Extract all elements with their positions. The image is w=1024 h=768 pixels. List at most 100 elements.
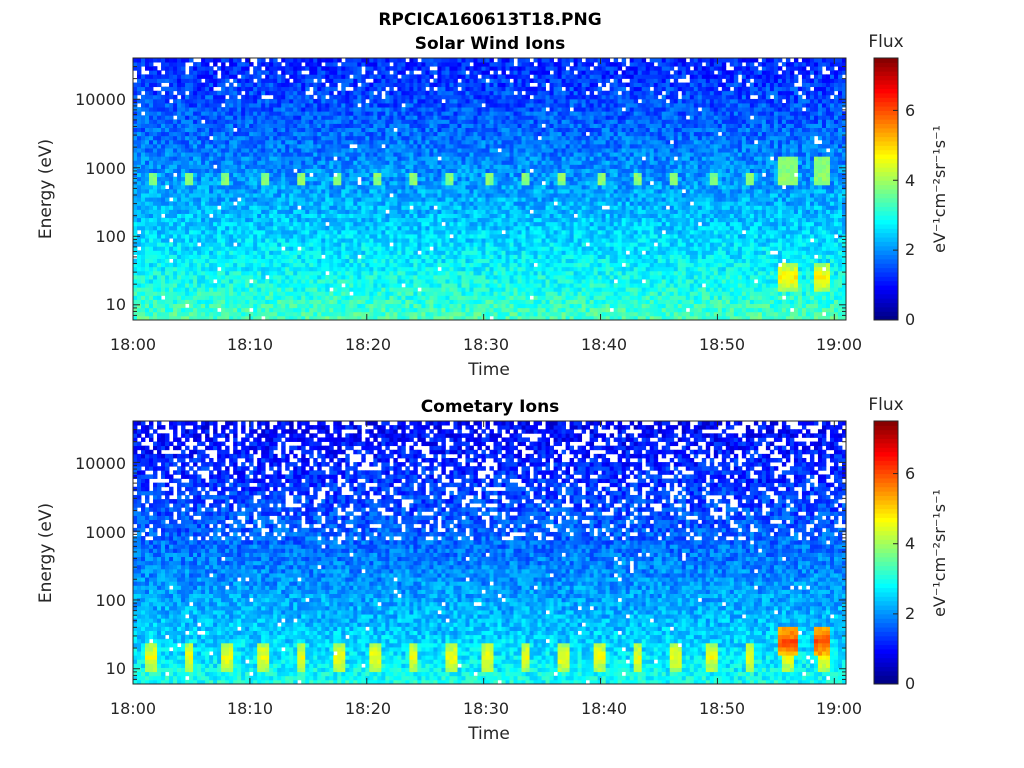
heatmap-cell — [297, 234, 301, 238]
heatmap-cell — [393, 185, 397, 189]
heatmap-cell — [401, 107, 405, 111]
heatmap-cell — [237, 177, 241, 181]
heatmap-cell — [161, 173, 165, 177]
heatmap-cell — [261, 70, 265, 74]
heatmap-cell — [145, 222, 149, 226]
heatmap-cell — [173, 230, 177, 234]
heatmap-cell — [405, 201, 409, 205]
heatmap-cell — [237, 300, 241, 304]
heatmap-cell — [265, 189, 269, 193]
heatmap-cell — [345, 91, 349, 95]
heatmap-cell — [181, 164, 185, 168]
heatmap-cell — [413, 300, 417, 304]
heatmap-cell — [285, 242, 289, 246]
heatmap-cell — [421, 201, 425, 205]
heatmap-cell — [137, 173, 141, 177]
heatmap-cell — [409, 177, 413, 181]
heatmap-cell — [401, 308, 405, 312]
heatmap-cell — [345, 169, 349, 173]
heatmap-cell — [429, 197, 433, 201]
heatmap-cell — [261, 222, 265, 226]
heatmap-cell — [197, 132, 201, 136]
heatmap-cell — [433, 128, 437, 132]
heatmap-cell — [433, 287, 437, 291]
heatmap-cell — [289, 300, 293, 304]
heatmap-cell — [441, 169, 445, 173]
heatmap-cell — [269, 291, 273, 295]
heatmap-cell — [405, 279, 409, 283]
heatmap-cell — [189, 91, 193, 95]
heatmap-cell — [353, 95, 357, 99]
heatmap-cell — [405, 197, 409, 201]
heatmap-cell — [213, 255, 217, 259]
heatmap-cell — [225, 193, 229, 197]
heatmap-cell — [209, 160, 213, 164]
heatmap-cell — [361, 95, 365, 99]
heatmap-cell — [389, 246, 393, 250]
heatmap-cell — [269, 189, 273, 193]
heatmap-cell — [309, 152, 313, 156]
heatmap-cell — [341, 201, 345, 205]
heatmap-cell — [337, 312, 341, 316]
heatmap-cell — [189, 209, 193, 213]
heatmap-cell — [133, 197, 137, 201]
heatmap-cell — [225, 279, 229, 283]
heatmap-cell — [265, 115, 269, 119]
heatmap-cell — [413, 58, 417, 62]
heatmap-cell — [285, 267, 289, 271]
heatmap-cell — [277, 95, 281, 99]
heatmap-cell — [289, 70, 293, 74]
heatmap-cell — [265, 222, 269, 226]
heatmap-cell — [221, 312, 225, 316]
heatmap-cell — [217, 255, 221, 259]
heatmap-cell — [281, 124, 285, 128]
heatmap-cell — [413, 164, 417, 168]
heatmap-cell — [205, 308, 209, 312]
heatmap-cell — [225, 234, 229, 238]
heatmap-cell — [453, 128, 457, 132]
heatmap-cell — [241, 111, 245, 115]
heatmap-cell — [369, 218, 373, 222]
heatmap-cell — [225, 169, 229, 173]
heatmap-cell — [225, 189, 229, 193]
heatmap-cell — [329, 234, 333, 238]
heatmap-cell — [417, 169, 421, 173]
heatmap-cell — [449, 115, 453, 119]
heatmap-cell — [289, 87, 293, 91]
heatmap-cell — [173, 136, 177, 140]
heatmap-cell — [353, 177, 357, 181]
heatmap-cell — [313, 197, 317, 201]
heatmap-cell — [133, 128, 137, 132]
heatmap-cell — [417, 291, 421, 295]
heatmap-cell — [429, 148, 433, 152]
heatmap-cell — [297, 308, 301, 312]
heatmap-cell — [397, 136, 401, 140]
heatmap-cell — [425, 308, 429, 312]
heatmap-cell — [141, 181, 145, 185]
heatmap-cell — [445, 283, 449, 287]
heatmap-cell — [165, 99, 169, 103]
heatmap-cell — [237, 271, 241, 275]
heatmap-cell — [305, 83, 309, 87]
heatmap-cell — [293, 291, 297, 295]
heatmap-cell — [429, 115, 433, 119]
heatmap-cell — [205, 234, 209, 238]
heatmap-cell — [425, 173, 429, 177]
heatmap-cell — [325, 78, 329, 82]
heatmap-cell — [297, 226, 301, 230]
heatmap-cell — [297, 250, 301, 254]
heatmap-cell — [253, 169, 257, 173]
heatmap-cell — [173, 283, 177, 287]
heatmap-cell — [389, 218, 393, 222]
heatmap-cell — [137, 66, 141, 70]
heatmap-cell — [405, 271, 409, 275]
heatmap-cell — [405, 250, 409, 254]
heatmap-cell — [137, 255, 141, 259]
heatmap-cell — [413, 263, 417, 267]
heatmap-cell — [209, 111, 213, 115]
heatmap-cell — [313, 271, 317, 275]
heatmap-cell — [153, 144, 157, 148]
heatmap-cell — [317, 209, 321, 213]
heatmap-cell — [225, 156, 229, 160]
heatmap-cell — [397, 160, 401, 164]
